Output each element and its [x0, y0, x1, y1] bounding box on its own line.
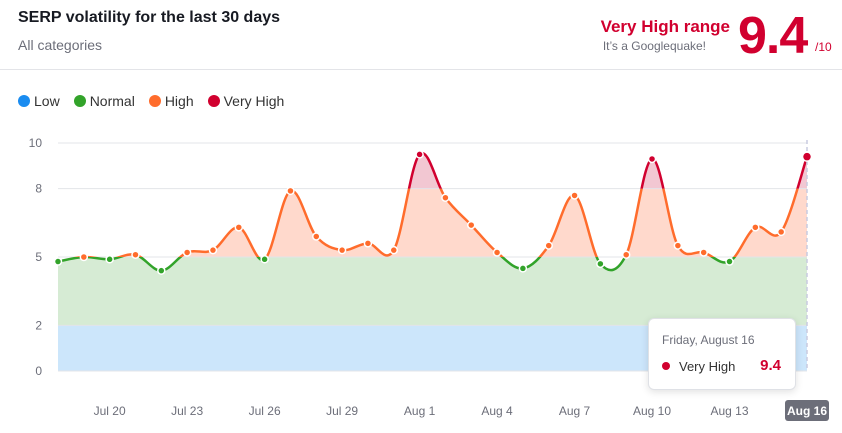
data-point	[389, 245, 399, 255]
data-point	[208, 245, 218, 255]
x-tick-label: Jul 26	[249, 404, 281, 418]
data-point	[725, 257, 734, 266]
band-high	[58, 188, 807, 257]
tooltip-date: Friday, August 16	[662, 333, 755, 347]
x-tick-label: Aug 7	[559, 404, 591, 418]
data-point	[673, 241, 683, 250]
tooltip-value: 9.4	[760, 357, 781, 374]
data-point	[234, 223, 244, 232]
legend-item-low[interactable]: Low	[18, 93, 60, 109]
legend-dot	[18, 95, 30, 107]
x-tick-label: Aug 10	[633, 404, 671, 418]
x-tick-label: Aug 16	[787, 404, 827, 418]
x-tick-label: Aug 4	[481, 404, 513, 418]
y-tick-label: 0	[35, 364, 42, 378]
volatility-score: 9.4	[738, 7, 808, 65]
band-normal	[58, 257, 807, 326]
tooltip: Friday, August 16 Very High 9.4	[648, 318, 796, 390]
data-point	[544, 241, 553, 250]
data-point	[182, 248, 192, 257]
x-tick-highlight	[785, 400, 829, 421]
data-point	[776, 227, 786, 237]
legend-label: Normal	[89, 93, 135, 109]
data-point	[466, 220, 476, 230]
data-point	[105, 255, 114, 264]
legend-label: Low	[34, 93, 60, 109]
x-tick-label: Jul 29	[326, 404, 358, 418]
legend-dot	[207, 95, 220, 107]
data-point	[363, 239, 373, 248]
data-point	[441, 193, 450, 202]
data-point	[699, 248, 708, 257]
data-point	[570, 191, 579, 200]
data-point	[751, 223, 760, 232]
data-point	[260, 255, 269, 264]
y-tick-label: 10	[29, 136, 43, 150]
chart-subtitle: All categories	[18, 37, 103, 53]
legend-label: Very High	[223, 93, 285, 109]
x-tick-label: Aug 13	[710, 404, 748, 418]
y-tick-label: 2	[35, 318, 42, 332]
header-divider	[0, 69, 842, 70]
x-tick-label: Jul 23	[171, 404, 203, 418]
y-tick-label: 5	[35, 250, 42, 264]
legend-item-normal[interactable]: Normal	[73, 93, 135, 109]
data-point	[337, 245, 347, 255]
legend-dot	[73, 95, 86, 107]
volatility-score-max: /10	[815, 40, 832, 54]
data-point	[53, 257, 63, 266]
tooltip-series-name: Very High	[679, 359, 736, 374]
legend-dot	[148, 95, 161, 107]
data-point	[131, 250, 140, 259]
data-point	[621, 250, 631, 259]
data-point	[157, 266, 166, 275]
x-tick-label: Jul 20	[94, 404, 126, 418]
data-point	[596, 259, 605, 269]
data-point	[518, 264, 528, 273]
data-point	[492, 248, 502, 257]
series-line-very-high	[407, 151, 809, 189]
chart-title: SERP volatility for the last 30 days	[18, 9, 281, 26]
x-tick-label: Aug 1	[404, 404, 436, 418]
range-subtext: It’s a Googlequake!	[602, 39, 706, 53]
legend-item-high[interactable]: High	[148, 93, 194, 109]
legend-label: High	[164, 93, 194, 109]
range-label: Very High range	[600, 17, 730, 36]
data-point	[647, 154, 657, 164]
tooltip-series-dot	[662, 362, 670, 370]
legend: Low Normal High Very High	[18, 93, 284, 109]
data-point	[79, 252, 89, 262]
data-point	[801, 151, 813, 162]
legend-item-very-high[interactable]: Very High	[207, 93, 285, 109]
data-point	[415, 150, 424, 159]
data-point	[286, 186, 295, 196]
y-tick-label: 8	[35, 182, 42, 196]
data-point	[312, 232, 321, 241]
